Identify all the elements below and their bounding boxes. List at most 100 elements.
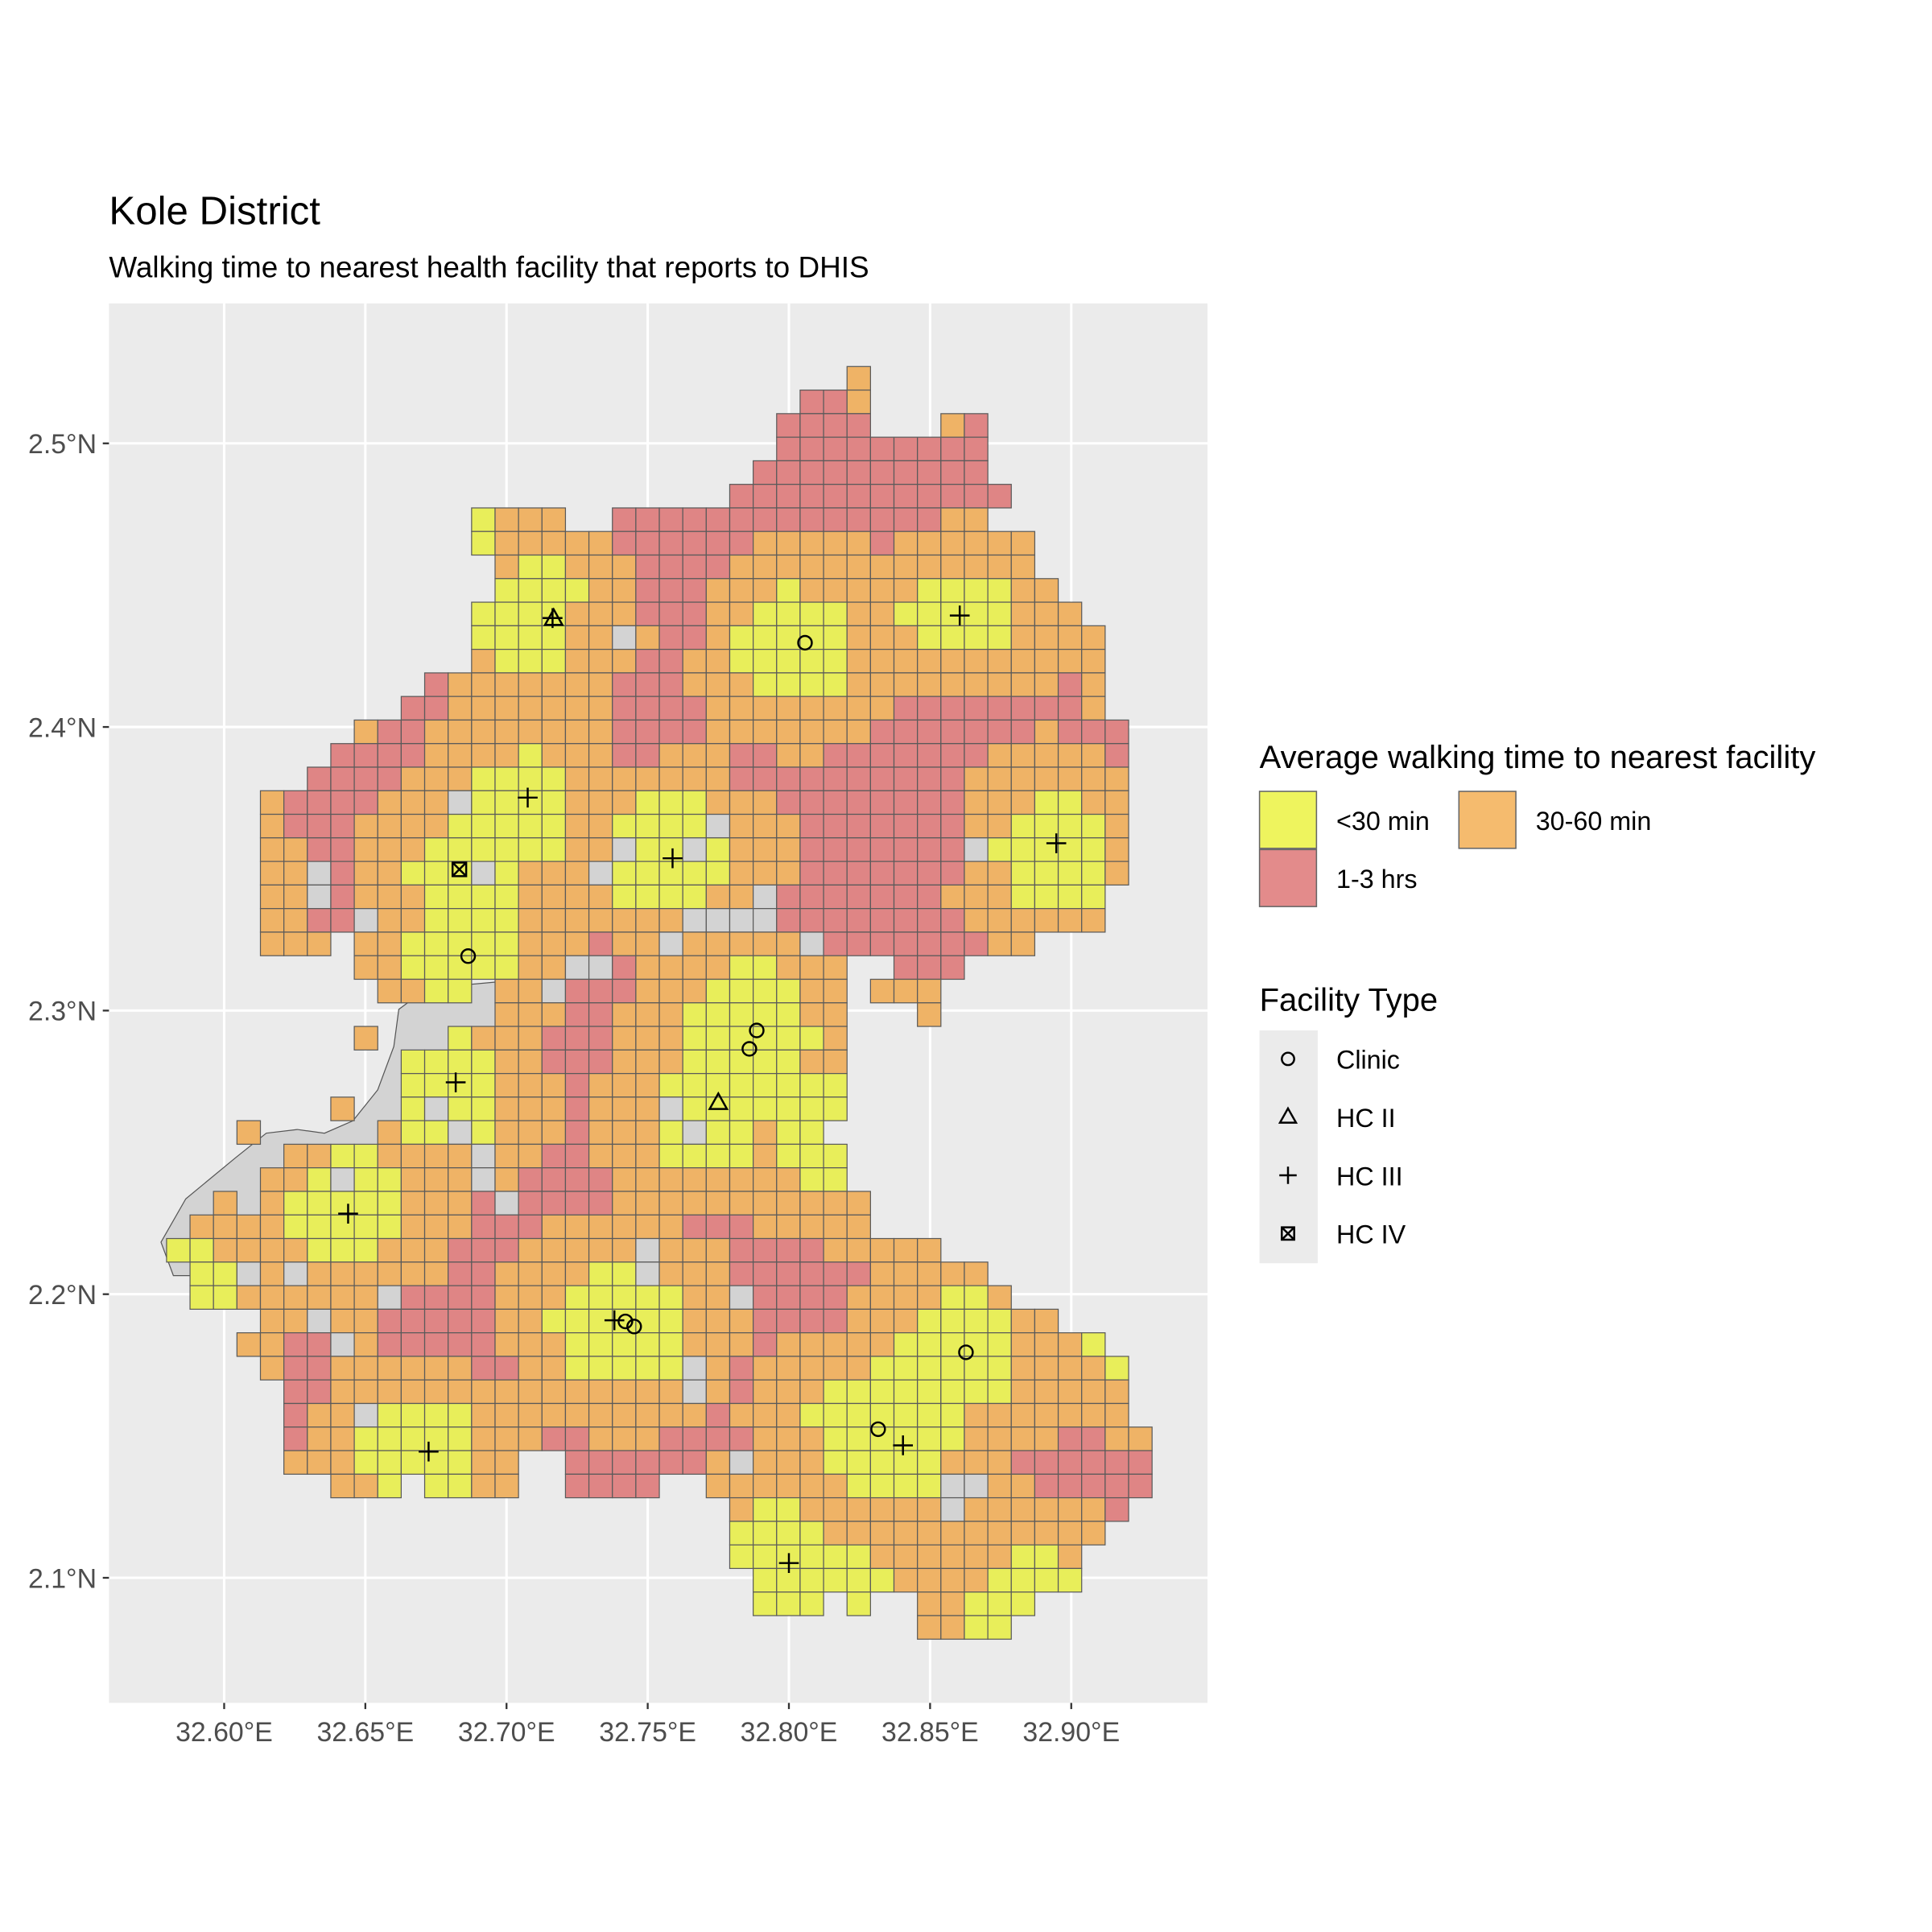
grid-cell [846, 460, 871, 485]
grid-cell [423, 1096, 449, 1121]
grid-cell [776, 601, 801, 626]
hc2-marker-icon [708, 1091, 729, 1110]
grid-cell [917, 766, 942, 791]
grid-cell [330, 1143, 355, 1169]
grid-cell [729, 1285, 754, 1310]
grid-cell [823, 625, 848, 650]
grid-cell [448, 1120, 473, 1146]
grid-cell [846, 908, 871, 933]
grid-cell [518, 790, 543, 815]
grid-cell [799, 1191, 824, 1216]
grid-cell [893, 978, 919, 1004]
grid-cell [940, 1496, 965, 1522]
grid-cell [635, 955, 660, 980]
grid-cell [964, 813, 989, 839]
grid-cell [705, 955, 731, 980]
grid-cell [189, 1214, 214, 1240]
grid-cell [799, 1521, 824, 1546]
grid-cell [471, 1237, 496, 1263]
grid-cell [799, 1049, 824, 1075]
fill-legend-title: Average walking time to nearest facility [1260, 740, 1816, 775]
grid-cell [423, 837, 449, 862]
grid-cell [541, 1049, 567, 1075]
grid-cell [1034, 601, 1059, 626]
clinic-marker-icon [460, 948, 477, 964]
grid-cell [471, 507, 496, 532]
grid-cell [1034, 1356, 1059, 1381]
grid-cell [1081, 1379, 1106, 1405]
grid-cell [705, 1214, 731, 1240]
clinic-marker-icon [870, 1421, 886, 1438]
grid-cell [776, 1285, 801, 1310]
grid-cell [658, 719, 683, 745]
grid-cell [400, 1402, 426, 1428]
grid-cell [448, 837, 473, 862]
hc4-marker-icon [451, 861, 468, 877]
grid-cell [494, 884, 519, 910]
grid-cell [307, 1214, 332, 1240]
grid-cell [423, 719, 449, 745]
grid-cell [612, 1096, 637, 1121]
grid-cell [1081, 790, 1106, 815]
grid-cell [307, 790, 332, 815]
grid-cell [400, 766, 426, 791]
grid-cell [823, 978, 848, 1004]
grid-cell [846, 1308, 871, 1334]
grid-cell [635, 1096, 660, 1121]
grid-cell [471, 813, 496, 839]
grid-cell [869, 861, 895, 886]
grid-cell [682, 507, 707, 532]
grid-cell [471, 530, 496, 556]
grid-cell [869, 507, 895, 532]
grid-cell [588, 554, 613, 580]
grid-cell [799, 1473, 824, 1499]
grid-cell [869, 460, 895, 485]
grid-cell [283, 1332, 308, 1357]
grid-cell [799, 1308, 824, 1334]
grid-cell [987, 1379, 1012, 1405]
grid-cell [987, 813, 1012, 839]
grid-cell [283, 931, 308, 956]
grid-cell [1104, 719, 1129, 745]
grid-cell [1034, 908, 1059, 933]
grid-cell [635, 1426, 660, 1451]
grid-cell [823, 955, 848, 980]
grid-cell [564, 1426, 590, 1451]
grid-cell [588, 1308, 613, 1334]
grid-cell [448, 1049, 473, 1075]
grid-cell [541, 861, 567, 886]
grid-cell [776, 672, 801, 697]
grid-cell [494, 1143, 519, 1169]
grid-cell [705, 554, 731, 580]
grid-cell [588, 625, 613, 650]
x-tick-label: 32.70°E [458, 1717, 555, 1748]
grid-cell [682, 1191, 707, 1216]
grid-cell [987, 837, 1012, 862]
grid-cell [423, 1379, 449, 1405]
grid-cell [377, 1379, 402, 1405]
grid-cell [448, 790, 473, 815]
grid-cell [964, 601, 989, 626]
grid-cell [377, 1191, 402, 1216]
grid-cell [330, 1473, 355, 1499]
grid-cell [307, 766, 332, 791]
grid-cell [753, 1072, 778, 1098]
grid-cell [283, 813, 308, 839]
grid-cell [940, 413, 965, 438]
grid-cell [823, 1308, 848, 1334]
grid-cell [471, 908, 496, 933]
grid-cell [612, 813, 637, 839]
grid-cell [423, 743, 449, 768]
grid-cell [729, 672, 754, 697]
grid-cell [541, 884, 567, 910]
grid-cell [494, 837, 519, 862]
grid-cell [823, 719, 848, 745]
grid-cell [1010, 696, 1036, 721]
grid-cell [259, 1191, 285, 1216]
grid-cell [776, 625, 801, 650]
grid-cell [1057, 861, 1083, 886]
x-tick-label: 32.85°E [881, 1717, 979, 1748]
grid-cell [682, 1214, 707, 1240]
grid-cell [564, 743, 590, 768]
